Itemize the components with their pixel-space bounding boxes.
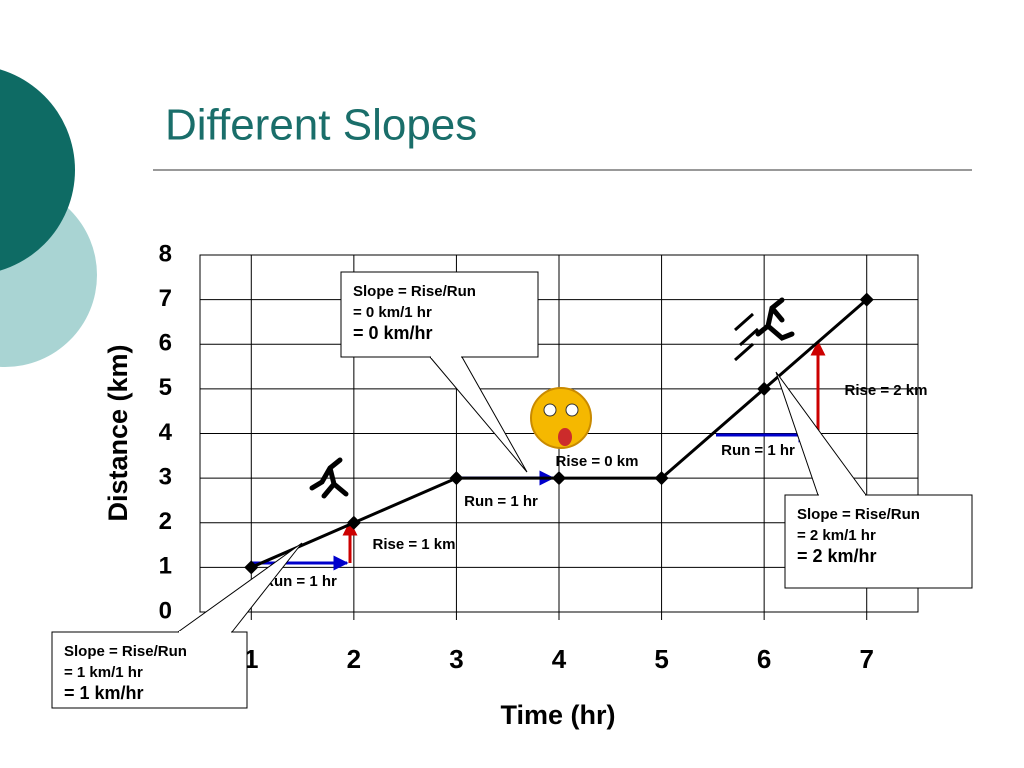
data-point — [654, 471, 669, 486]
callout-text: = 2 km/hr — [797, 546, 877, 566]
callout-pointer — [429, 356, 528, 473]
x-tick-label: 7 — [859, 644, 873, 674]
y-tick-label: 2 — [159, 508, 172, 535]
face-eye — [543, 403, 557, 417]
y-tick-label: 1 — [159, 553, 172, 580]
y-tick-label: 3 — [159, 463, 172, 490]
y-axis-title: Distance (km) — [103, 344, 133, 521]
rise-run-label: Rise = 2 km — [845, 382, 928, 399]
y-tick-label: 5 — [159, 374, 172, 401]
rise-run-label: Rise = 1 km — [373, 536, 456, 553]
x-tick-label: 3 — [449, 644, 463, 674]
x-tick-label: 6 — [757, 644, 771, 674]
callout-text: Slope = Rise/Run — [353, 283, 476, 300]
data-point — [244, 560, 259, 575]
callout-text: = 0 km/hr — [353, 323, 433, 343]
rise-run-label: Run = 1 hr — [263, 573, 337, 590]
data-point — [449, 471, 464, 486]
callout-text: Slope = Rise/Run — [64, 643, 187, 660]
x-tick-label: 2 — [347, 644, 361, 674]
x-tick-label: 1 — [244, 644, 258, 674]
y-tick-label: 6 — [159, 330, 172, 357]
y-tick-label: 7 — [159, 285, 172, 312]
callout-text: = 1 km/hr — [64, 683, 144, 703]
callout-text: = 0 km/1 hr — [353, 304, 432, 321]
slide-title: Different Slopes — [165, 101, 477, 150]
rise-run-label: Rise = 0 km — [556, 453, 639, 470]
rise-run-label: Run = 1 hr — [721, 442, 795, 459]
face-eye — [565, 403, 579, 417]
rise-run-label: Run = 1 hr — [464, 493, 538, 510]
callout-text: = 1 km/1 hr — [64, 664, 143, 681]
data-point — [859, 292, 874, 307]
y-tick-label: 4 — [159, 419, 173, 446]
x-tick-label: 4 — [552, 644, 567, 674]
runner-icon — [309, 457, 349, 499]
data-point — [757, 381, 772, 396]
decor-circle — [0, 69, 75, 271]
data-point — [552, 471, 566, 486]
callout-pointer — [775, 371, 867, 496]
y-tick-label: 8 — [159, 240, 172, 267]
speed-lines — [734, 312, 759, 362]
face-icon — [530, 387, 592, 449]
callout-pointer — [177, 542, 303, 633]
callout-box — [340, 271, 539, 358]
callout-text: = 2 km/1 hr — [797, 527, 876, 544]
callout-text: Slope = Rise/Run — [797, 506, 920, 523]
x-tick-label: 5 — [654, 644, 668, 674]
callout-box — [784, 494, 973, 589]
y-tick-label: 0 — [159, 597, 172, 624]
face-mouth — [558, 428, 572, 446]
callout-box — [51, 631, 248, 709]
runner-icon — [755, 297, 795, 341]
data-point — [346, 515, 361, 530]
x-axis-title: Time (hr) — [500, 700, 615, 730]
